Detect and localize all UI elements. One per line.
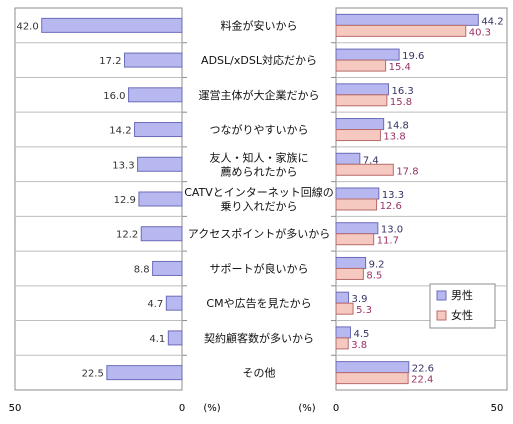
right-bar-value-label: 3.8: [351, 340, 367, 351]
left-axis-tick-label-50: 50: [9, 403, 22, 414]
left-bar-value-label: 4.1: [149, 334, 165, 345]
right-bar-value-label: 19.6: [402, 51, 424, 62]
right-bar-value-label: 14.8: [387, 121, 409, 132]
left-bar: [140, 226, 183, 242]
right-bar-value-label: 44.2: [481, 16, 503, 27]
left-bar-value-label: 4.7: [147, 299, 163, 310]
right-bar-value-label: 15.8: [390, 97, 412, 108]
right-bar-value-label: 12.6: [380, 201, 402, 212]
left-bar: [106, 365, 183, 381]
right-bar-male: [335, 187, 380, 200]
right-bar-female: [335, 198, 378, 211]
right-bar-male: [335, 326, 351, 339]
right-bar-value-label: 4.5: [353, 329, 369, 340]
left-bar: [134, 122, 183, 138]
right-bar-male: [335, 361, 410, 374]
left-bar: [167, 330, 183, 346]
right-bar-value-label: 13.3: [382, 190, 404, 201]
category-label: 乗り入れだから: [221, 200, 298, 213]
right-bar-value-label: 40.3: [469, 27, 491, 38]
left-bar-value-label: 16.0: [103, 91, 125, 102]
left-bar-value-label: 17.2: [99, 56, 121, 67]
left-bar: [128, 87, 183, 103]
category-label: つながりやすいから: [210, 123, 309, 137]
left-bar: [138, 191, 183, 207]
left-bar: [165, 295, 183, 311]
left-bar: [137, 156, 183, 172]
category-label: 運営主体が大企業だから: [199, 88, 320, 102]
category-label: アクセスポイントが多いから: [188, 227, 330, 241]
left-bar: [41, 17, 183, 33]
right-bar-value-label: 13.0: [381, 225, 403, 236]
right-bar-value-label: 17.8: [396, 166, 418, 177]
category-label: 友人・知人・家族に: [210, 150, 309, 164]
left-bar-value-label: 14.2: [109, 126, 131, 137]
right-bar-value-label: 22.6: [412, 364, 434, 375]
category-label: ADSL/xDSL対応だから: [201, 53, 317, 67]
right-bar-male: [335, 152, 361, 165]
right-bar-value-label: 22.4: [411, 375, 433, 386]
left-bar-value-label: 22.5: [82, 369, 104, 380]
right-bar-value-label: 16.3: [391, 86, 413, 97]
left-axis-unit: (%): [203, 403, 220, 414]
right-axis-tick-label-0: 0: [333, 403, 339, 414]
right-bar-female: [335, 372, 409, 385]
left-bar: [124, 52, 183, 68]
category-label: 契約顧客数が多いから: [204, 331, 314, 345]
left-axis-tick-label-0: 0: [179, 403, 185, 414]
right-bar-female: [335, 233, 375, 246]
right-bar-male: [335, 48, 400, 61]
left-bar: [152, 260, 183, 276]
category-label: その他: [243, 367, 276, 380]
legend-swatch: [436, 310, 447, 321]
right-bar-value-label: 9.2: [369, 259, 385, 270]
category-label: CATVとインターネット回線の: [184, 185, 334, 199]
left-bar-value-label: 12.2: [116, 230, 138, 241]
category-label: サポートが良いから: [210, 261, 309, 275]
right-bar-female: [335, 129, 381, 142]
legend-label: 男性: [451, 288, 473, 302]
right-bar-male: [335, 291, 350, 304]
category-label: CMや広告を見たから: [206, 297, 311, 310]
left-bar-value-label: 8.8: [134, 264, 150, 275]
legend-label: 女性: [451, 308, 473, 322]
right-bar-value-label: 13.8: [383, 132, 405, 143]
right-bar-female: [335, 59, 387, 72]
right-bar-female: [335, 267, 364, 280]
left-bar-value-label: 13.3: [112, 160, 134, 171]
legend-swatch: [436, 290, 447, 301]
category-label: 薦められたから: [221, 165, 298, 178]
right-bar-value-label: 15.4: [389, 62, 411, 73]
right-axis-tick-label-50: 50: [491, 403, 504, 414]
category-label: 料金が安いから: [221, 18, 298, 32]
right-bar-male: [335, 83, 389, 96]
right-bar-male: [335, 13, 479, 26]
right-bar-value-label: 5.3: [356, 305, 372, 316]
right-axis-unit: (%): [298, 403, 315, 414]
right-bar-male: [335, 118, 385, 131]
right-bar-female: [335, 24, 467, 37]
right-bar-female: [335, 302, 354, 315]
right-bar-male: [335, 222, 379, 235]
right-bar-value-label: 3.9: [352, 294, 368, 305]
right-bar-value-label: 8.5: [366, 270, 382, 281]
right-bar-value-label: 7.4: [363, 155, 379, 166]
right-bar-female: [335, 94, 388, 107]
right-bar-female: [335, 163, 394, 176]
left-bar-value-label: 12.9: [114, 195, 136, 206]
left-bar-value-label: 42.0: [16, 21, 38, 32]
right-bar-male: [335, 256, 367, 269]
right-bar-value-label: 11.7: [377, 236, 399, 247]
right-bar-female: [335, 337, 349, 350]
